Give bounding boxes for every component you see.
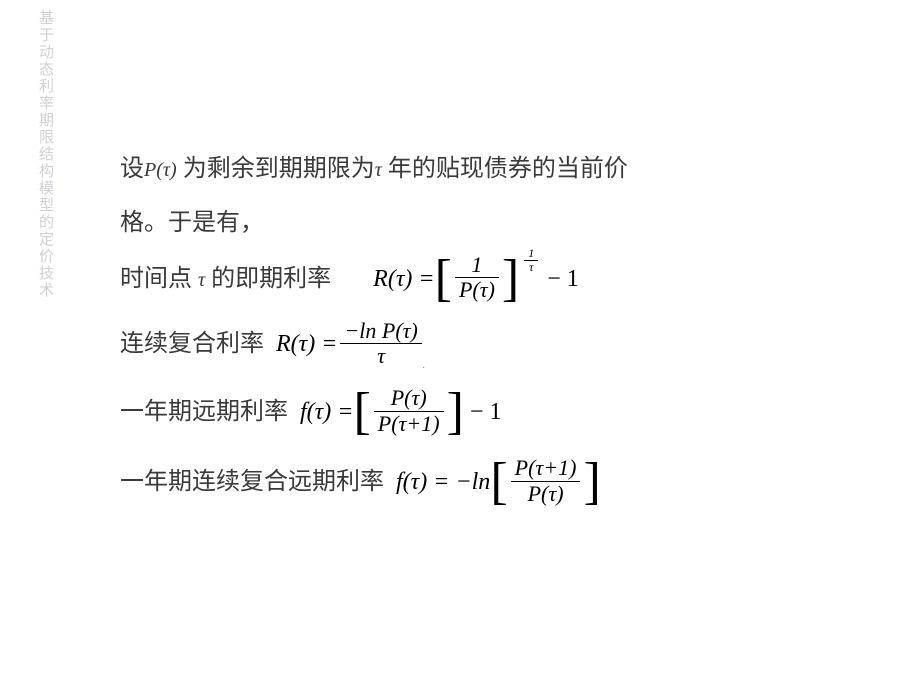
row-continuous-rate: 连续复合利率 R(τ) = −ln P(τ) τ [120,319,840,368]
p1-suffix: 年的贴现债券的当前价 [382,156,628,182]
f3-tail: − 1 [470,388,502,436]
f4-den: P(τ) [524,482,568,506]
f2-num: −ln P(τ) [340,319,421,343]
f1-tail: − 1 [547,255,579,303]
bracket-left-icon: [ [353,386,370,438]
row1-label-a: 时间点 [120,266,198,292]
f3-lhs: f(τ) = [300,388,353,436]
bracket-right-icon: ] [502,253,519,305]
paragraph-1-line-2: 格。于是有， [120,199,840,247]
f1-exp-num: 1 [524,247,538,260]
row3-label: 一年期远期利率 [120,388,288,436]
f1-num: 1 [467,253,486,277]
f4-num: P(τ+1) [511,456,581,480]
row4-label: 一年期连续复合远期利率 [120,458,384,506]
f1-lhs: R(τ) = [373,255,434,303]
p1-tau: τ [375,159,382,181]
f1-frac: 1 P(τ) [455,253,499,305]
p1-ptau: P(τ) [144,159,177,181]
f4-lhs: f(τ) = −ln [396,458,490,506]
f1-exponent: 1 τ [521,247,541,275]
row-continuous-forward-rate: 一年期连续复合远期利率 f(τ) = −ln [ P(τ+1) P(τ) ] [120,456,840,508]
bracket-right-icon: ] [447,386,464,438]
row1-label: 时间点 τ 的即期利率 [120,255,331,303]
f4-bracket: [ P(τ+1) P(τ) ] [490,456,600,508]
f1-den: P(τ) [455,278,499,302]
bracket-right-icon: ] [583,456,600,508]
row-forward-rate: 一年期远期利率 f(τ) = [ P(τ) P(τ+1) ] − 1 [120,386,840,438]
f3-den: P(τ+1) [374,412,444,436]
f2-den: τ [373,344,389,368]
f3-bracket: [ P(τ) P(τ+1) ] [353,386,463,438]
formula-forward-rate: f(τ) = [ P(τ) P(τ+1) ] − 1 [300,386,501,438]
sidebar-vertical-title: 基于动态利率期限结构模型的定价技术 [35,10,55,299]
formula-continuous-forward-rate: f(τ) = −ln [ P(τ+1) P(τ) ] [396,456,601,508]
main-content: 设P(τ) 为剩余到期期限为τ 年的贴现债券的当前价 格。于是有， 时间点 τ … [120,145,840,522]
row-spot-rate: 时间点 τ 的即期利率 R(τ) = [ 1 P(τ) ] 1 τ [120,253,840,305]
page-marker-icon: · [422,363,425,374]
p1-mid: 为剩余到期期限为 [177,156,375,182]
f2-frac: −ln P(τ) τ [340,319,421,368]
formula-spot-rate: R(τ) = [ 1 P(τ) ] 1 τ − 1 [373,253,579,305]
row1-label-b: 的即期利率 [205,266,331,292]
bracket-left-icon: [ [490,456,507,508]
f3-frac: P(τ) P(τ+1) [374,386,444,438]
row2-label: 连续复合利率 [120,320,264,368]
f1-exp-den: τ [525,261,537,274]
formula-continuous-rate: R(τ) = −ln P(τ) τ [276,319,425,368]
f1-bracket: [ 1 P(τ) ] 1 τ [435,253,542,305]
f2-lhs: R(τ) = [276,320,337,368]
paragraph-1-line-1: 设P(τ) 为剩余到期期限为τ 年的贴现债券的当前价 [120,145,840,193]
p1-prefix: 设 [120,156,144,182]
f3-num: P(τ) [387,386,431,410]
f4-frac: P(τ+1) P(τ) [511,456,581,508]
bracket-left-icon: [ [435,253,452,305]
